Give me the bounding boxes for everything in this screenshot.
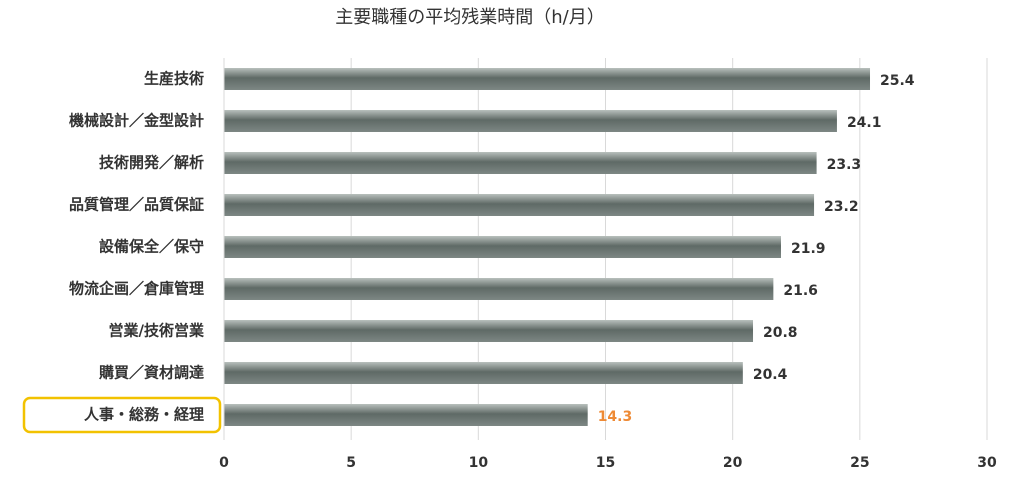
bar bbox=[224, 68, 871, 90]
bar bbox=[224, 194, 815, 216]
value-label: 23.3 bbox=[827, 157, 862, 173]
y-tick-label: 生産技術 bbox=[144, 70, 204, 88]
value-label: 24.1 bbox=[847, 115, 882, 131]
x-tick-label: 30 bbox=[977, 455, 997, 471]
value-label: 20.4 bbox=[753, 367, 788, 383]
x-tick-label: 20 bbox=[723, 455, 743, 471]
value-label: 23.2 bbox=[824, 199, 859, 215]
value-label: 21.6 bbox=[783, 283, 818, 299]
y-tick-label: 技術開発／解析 bbox=[99, 154, 204, 172]
y-tick-label: 設備保全／保守 bbox=[99, 238, 204, 256]
bar bbox=[224, 152, 817, 174]
value-label: 25.4 bbox=[880, 73, 915, 89]
highlight-frame bbox=[22, 396, 222, 434]
x-tick-label: 5 bbox=[346, 455, 356, 471]
value-label: 20.8 bbox=[763, 325, 798, 341]
bar bbox=[224, 362, 743, 384]
bar bbox=[224, 320, 754, 342]
x-tick-label: 0 bbox=[219, 455, 229, 471]
y-tick-label: 人事・総務・経理 bbox=[84, 406, 204, 424]
y-tick-label: 品質管理／品質保証 bbox=[69, 196, 204, 214]
bar bbox=[224, 236, 781, 258]
x-tick-label: 25 bbox=[850, 455, 869, 471]
y-tick-label: 機械設計／金型設計 bbox=[69, 112, 204, 130]
bar bbox=[224, 110, 837, 132]
chart-title: 主要職種の平均残業時間（h/月） bbox=[335, 7, 604, 28]
x-tick-label: 15 bbox=[596, 455, 615, 471]
y-tick-label: 購買／資材調達 bbox=[98, 364, 204, 382]
y-tick-label: 物流企画／倉庫管理 bbox=[69, 280, 204, 298]
y-tick-label: 営業/技術営業 bbox=[109, 322, 205, 340]
bar bbox=[224, 404, 588, 426]
bar bbox=[224, 278, 774, 300]
x-tick-label: 10 bbox=[469, 455, 489, 471]
value-label: 14.3 bbox=[598, 409, 633, 425]
value-label: 21.9 bbox=[791, 241, 826, 257]
